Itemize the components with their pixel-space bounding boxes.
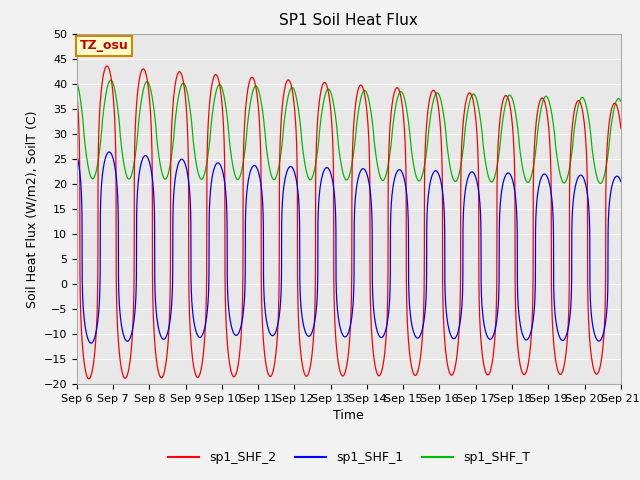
sp1_SHF_1 [497, 199, 504, 204]
Title: SP1 Soil Heat Flux: SP1 Soil Heat Flux [280, 13, 418, 28]
sp1_SHF_2 [617, 125, 625, 131]
sp1_SHF_T [518, 158, 525, 164]
X-axis label: Time: Time [333, 409, 364, 422]
sp1_SHF_T [73, 79, 81, 85]
Line: sp1_SHF_2: sp1_SHF_2 [77, 66, 621, 379]
sp1_SHF_T [510, 102, 518, 108]
sp1_SHF_1 [101, 156, 109, 161]
sp1_SHF_1 [518, 328, 525, 334]
sp1_SHF_1 [87, 340, 95, 346]
Y-axis label: Soil Heat Flux (W/m2), SoilT (C): Soil Heat Flux (W/m2), SoilT (C) [25, 110, 38, 308]
sp1_SHF_2 [518, 368, 525, 373]
sp1_SHF_1 [617, 179, 625, 184]
sp1_SHF_T [107, 77, 115, 83]
sp1_SHF_T [497, 139, 504, 144]
Legend: sp1_SHF_2, sp1_SHF_1, sp1_SHF_T: sp1_SHF_2, sp1_SHF_1, sp1_SHF_T [163, 446, 535, 469]
sp1_SHF_1 [420, 317, 428, 323]
sp1_SHF_2 [73, 89, 81, 95]
sp1_SHF_1 [510, 183, 518, 189]
sp1_SHF_T [420, 165, 428, 170]
sp1_SHF_T [617, 98, 625, 104]
sp1_SHF_1 [106, 149, 113, 155]
sp1_SHF_2 [103, 63, 111, 69]
sp1_SHF_2 [85, 376, 93, 382]
Line: sp1_SHF_1: sp1_SHF_1 [77, 152, 621, 343]
sp1_SHF_T [596, 180, 604, 186]
sp1_SHF_2 [510, 147, 518, 153]
sp1_SHF_T [101, 96, 109, 101]
sp1_SHF_2 [482, 369, 490, 375]
sp1_SHF_2 [420, 287, 428, 293]
sp1_SHF_1 [482, 329, 490, 335]
sp1_SHF_1 [73, 152, 81, 158]
Text: TZ_osu: TZ_osu [79, 39, 128, 52]
sp1_SHF_T [482, 160, 490, 166]
Line: sp1_SHF_T: sp1_SHF_T [77, 80, 621, 183]
sp1_SHF_2 [101, 65, 109, 71]
sp1_SHF_2 [497, 112, 504, 118]
